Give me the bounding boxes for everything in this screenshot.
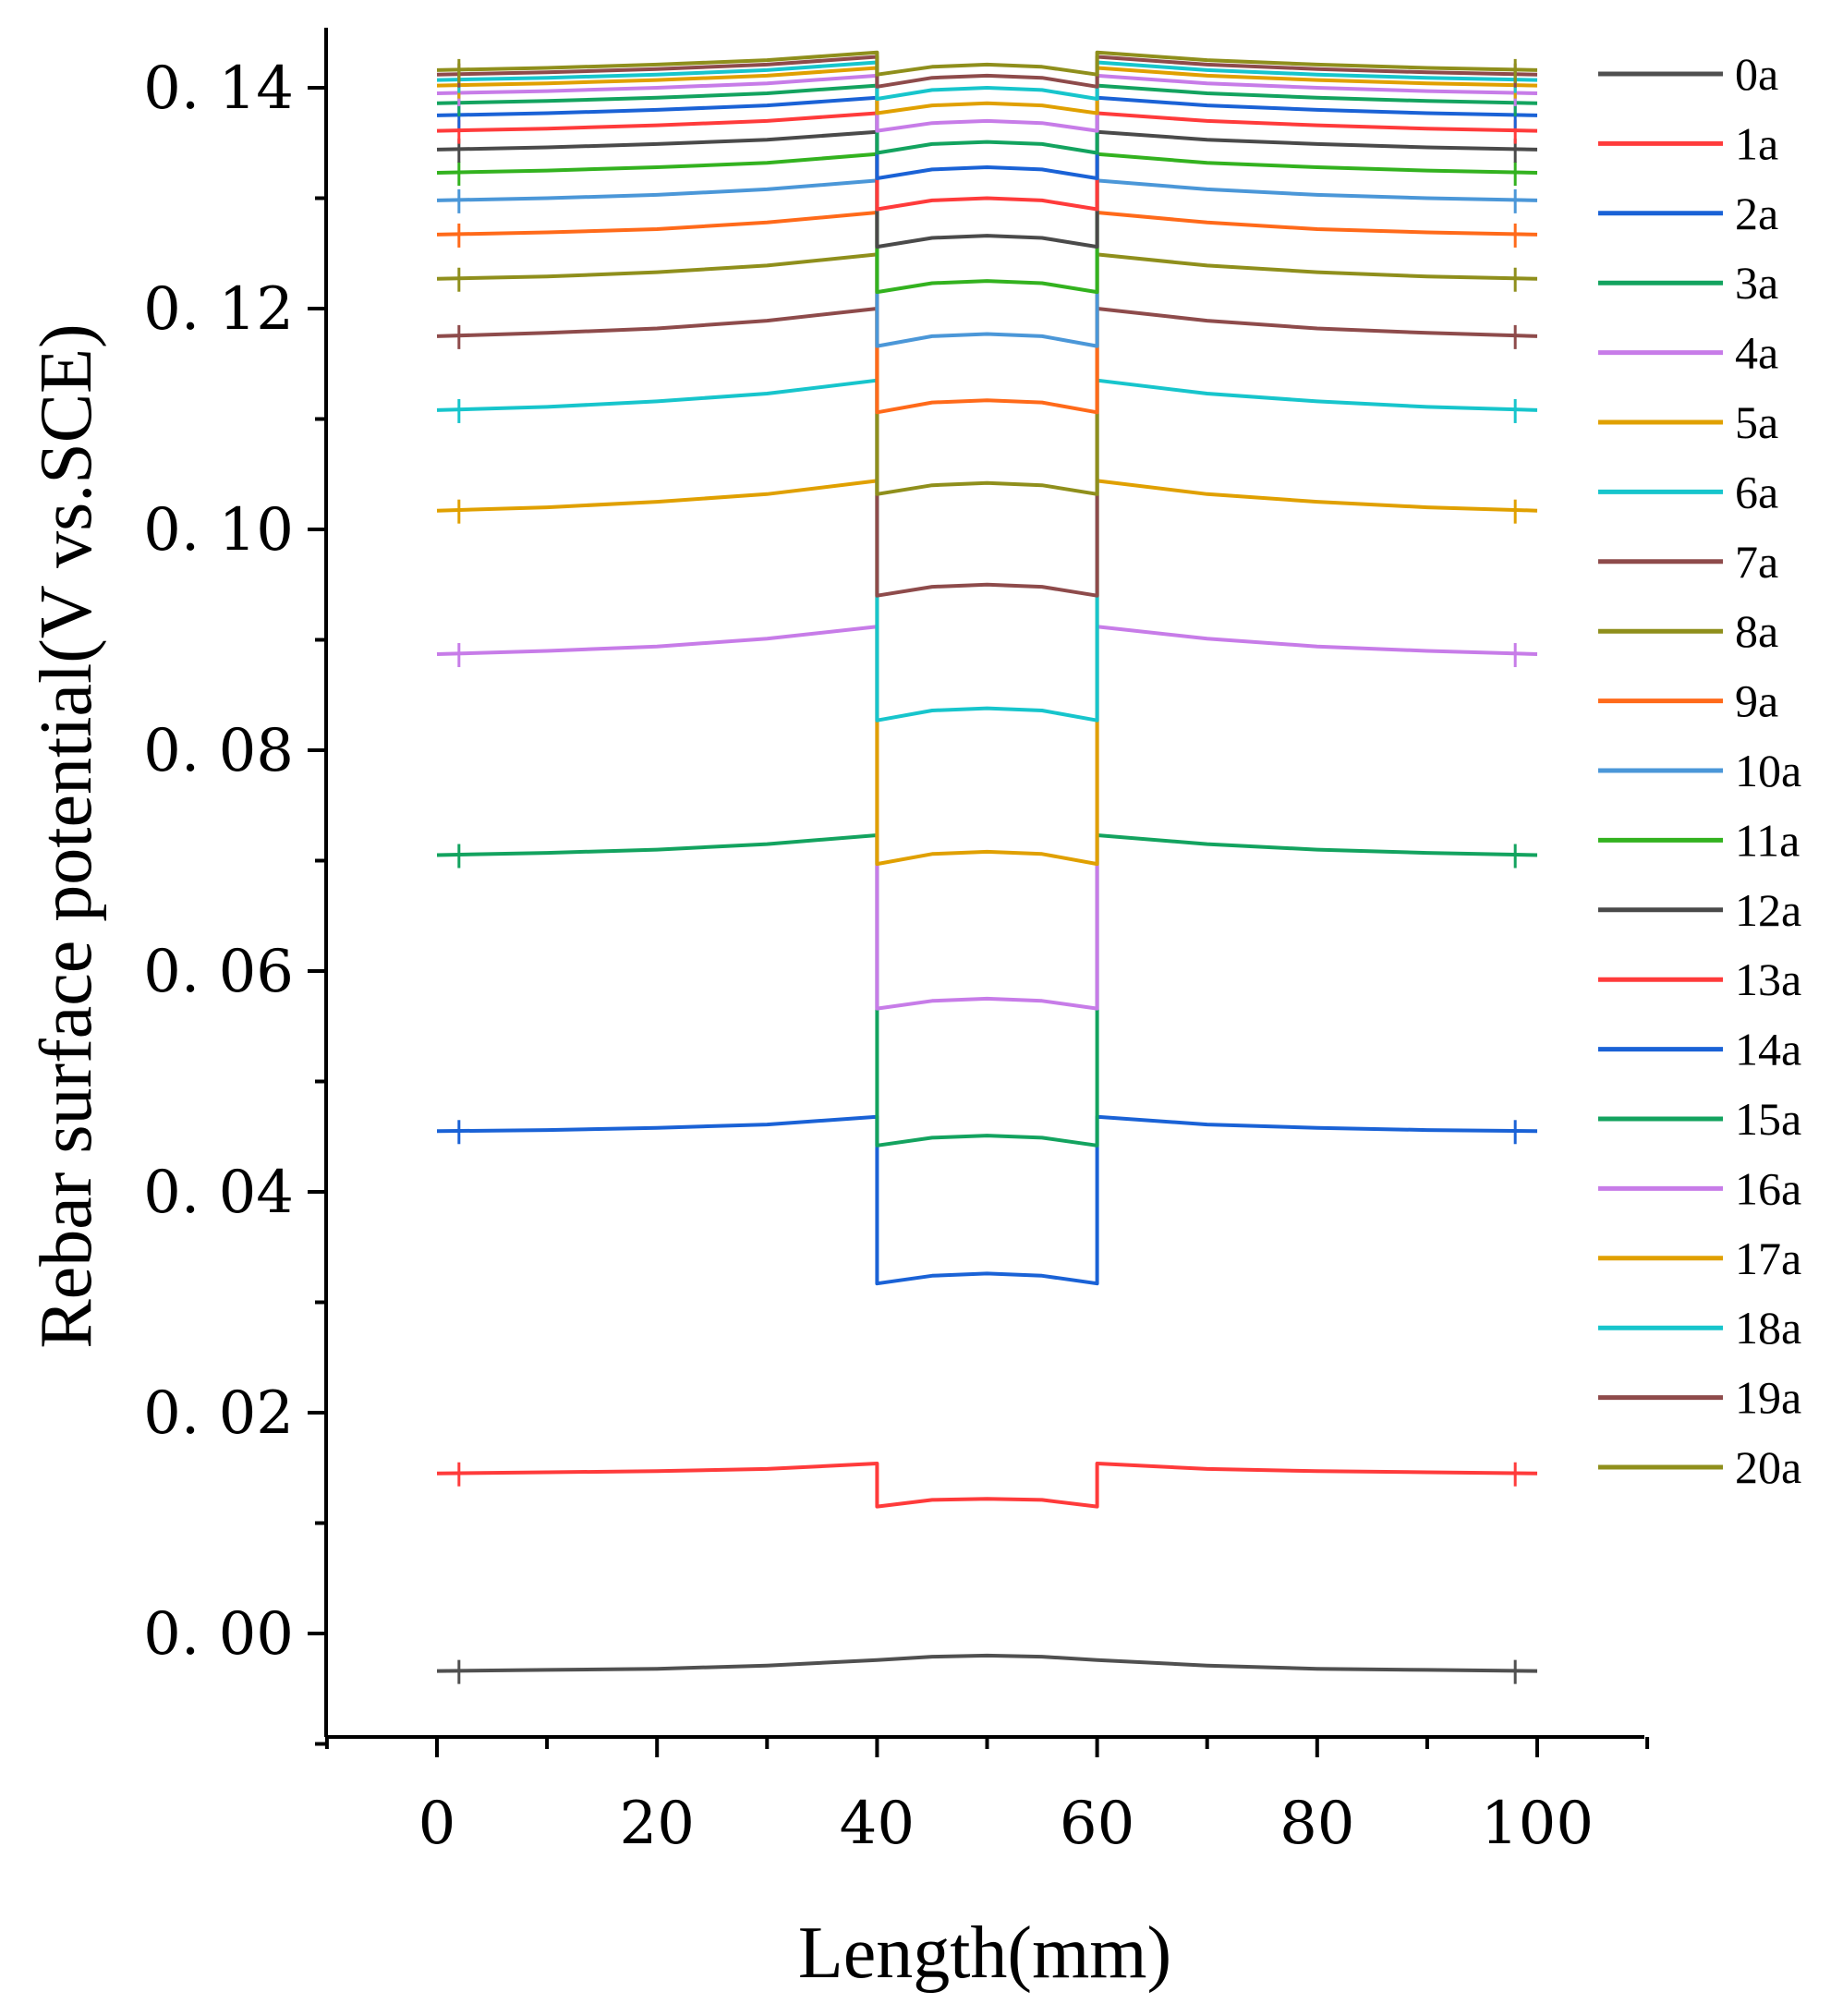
series-line [436,378,1538,723]
legend-label: 20a [1735,1441,1801,1493]
legend-item: 0a [1598,48,1778,100]
legend-item: 5a [1598,396,1778,448]
legend-label: 18a [1735,1302,1801,1354]
legend-label: 3a [1735,257,1778,309]
series-line [436,66,1538,115]
x-tick-label: 60 [1060,1790,1134,1858]
series-line [436,479,1538,867]
legend-item: 16a [1598,1162,1801,1214]
series-9a [436,211,1538,415]
series-4a [436,625,1538,1011]
legend-label: 15a [1735,1093,1801,1145]
series-line [436,307,1538,598]
series-line [436,73,1538,133]
y-tick-label: 0. 14 [143,55,294,123]
series-11a [436,152,1538,295]
legend-label: 6a [1735,466,1778,517]
series-8a [436,252,1538,496]
series-line [436,152,1538,295]
x-tick-label: 80 [1279,1790,1354,1858]
y-tick-label: 0. 06 [143,938,294,1006]
series-line [436,55,1538,89]
legend-item: 14a [1598,1024,1801,1075]
legend: 0a 1a 2a 3a 4a 5a 6a 7a 8a 9a 10a 11a 12a 13a 14a 15a 16… [1598,48,1801,1493]
legend-label: 12a [1735,884,1801,936]
series-2a [436,1114,1538,1286]
legend-label: 10a [1735,745,1801,796]
legend-label: 17a [1735,1233,1801,1284]
legend-label: 13a [1735,953,1801,1005]
series-line [436,833,1538,1148]
series-line [436,60,1538,101]
series-line [436,83,1538,155]
series-3a [436,833,1538,1148]
series-line [436,50,1538,77]
legend-label: 7a [1735,536,1778,588]
series-line [436,1114,1538,1286]
series-14a [436,95,1538,180]
legend-item: 8a [1598,605,1778,657]
legend-label: 14a [1735,1024,1801,1075]
x-axis-title: Length(mm) [798,1913,1171,1994]
legend-label: 0a [1735,48,1778,100]
y-ticks: 0. 00 0. 02 0. 04 0. 06 0. 08 0. 10 0. 12 0. 14 [143,55,326,1746]
series-line [436,178,1538,348]
y-tick-label: 0. 08 [143,717,294,785]
series-line [436,1462,1538,1509]
legend-item: 9a [1598,675,1778,727]
x-ticks: 0 20 40 60 80 100 [324,1737,1650,1858]
legend-item: 12a [1598,884,1801,936]
legend-item: 3a [1598,257,1778,309]
x-tick-label: 0 [418,1790,456,1858]
series-group [436,50,1538,1684]
x-tick-label: 40 [840,1790,915,1858]
series-0a [436,1653,1538,1684]
legend-item: 13a [1598,953,1801,1005]
legend-item: 19a [1598,1372,1801,1424]
x-tick-label: 20 [619,1790,694,1858]
legend-label: 8a [1735,605,1778,657]
legend-label: 2a [1735,188,1778,239]
legend-label: 16a [1735,1162,1801,1214]
series-line [436,625,1538,1011]
legend-label: 1a [1735,117,1778,169]
series-line [436,211,1538,415]
legend-item: 1a [1598,117,1778,169]
y-tick-label: 0. 04 [143,1159,294,1227]
series-20a [436,50,1538,83]
axes [324,28,1644,1739]
legend-item: 2a [1598,188,1778,239]
legend-item: 11a [1598,814,1800,866]
series-line [436,129,1538,249]
y-tick-label: 0. 10 [143,496,294,565]
legend-label: 11a [1735,814,1800,866]
series-line [436,1653,1538,1673]
y-tick-label: 0. 00 [143,1600,294,1669]
legend-label: 9a [1735,675,1778,727]
legend-item: 7a [1598,536,1778,588]
legend-item: 18a [1598,1302,1801,1354]
y-tick-label: 0. 02 [143,1379,294,1448]
legend-item: 10a [1598,745,1801,796]
legend-label: 5a [1735,396,1778,448]
series-10a [436,178,1538,348]
series-line [436,252,1538,496]
y-axis-title: Rebar surface potential(V vs.SCE) [26,323,107,1348]
series-7a [436,307,1538,598]
series-line [436,95,1538,180]
legend-label: 19a [1735,1372,1801,1424]
y-tick-label: 0. 12 [143,275,294,344]
legend-item: 4a [1598,327,1778,379]
legend-item: 20a [1598,1441,1801,1493]
legend-item: 6a [1598,466,1778,517]
x-tick-label: 100 [1481,1790,1594,1858]
series-6a [436,378,1538,723]
series-1a [436,1462,1538,1509]
series-5a [436,479,1538,867]
legend-item: 15a [1598,1093,1801,1145]
legend-item: 17a [1598,1233,1801,1284]
legend-label: 4a [1735,327,1778,379]
series-line [436,111,1538,212]
